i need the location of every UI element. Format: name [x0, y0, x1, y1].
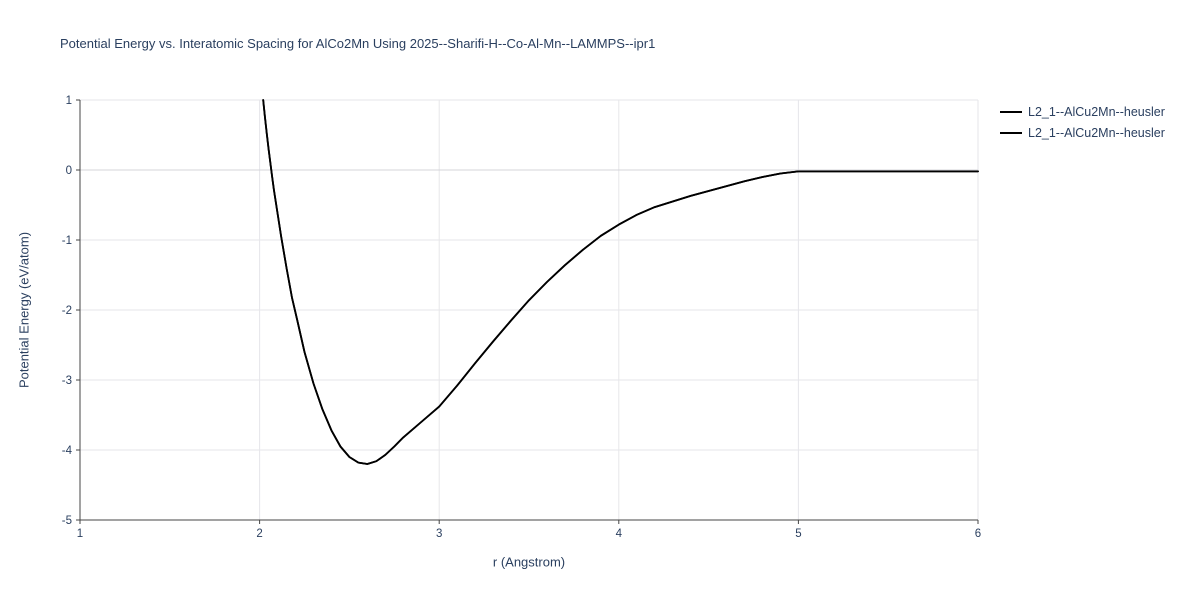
series-line-0 — [262, 99, 979, 465]
x-tick-label: 2 — [256, 528, 262, 540]
legend-line-swatch — [1000, 131, 1022, 134]
series-line-1 — [262, 99, 979, 465]
x-axis-label: r (Angstrom) — [492, 554, 566, 570]
chart-title: Potential Energy vs. Interatomic Spacing… — [60, 36, 656, 51]
y-tick-label: -5 — [62, 515, 72, 527]
y-tick-label: -3 — [62, 375, 72, 387]
legend: L2_1--AlCu2Mn--heusler L2_1--AlCu2Mn--heu… — [1000, 103, 1165, 141]
y-tick-label: -4 — [62, 445, 73, 457]
x-tick-label: 6 — [975, 528, 981, 540]
x-tick-label: 5 — [795, 528, 801, 540]
y-tick-label: 0 — [66, 165, 72, 177]
x-tick-label: 4 — [616, 528, 623, 540]
x-tick-label: 3 — [436, 528, 442, 540]
y-tick-label: -1 — [62, 235, 72, 247]
legend-item[interactable]: L2_1--AlCu2Mn--heusler — [1000, 124, 1165, 141]
y-axis-label: Potential Energy (eV/atom) — [16, 231, 32, 389]
y-tick-label: -2 — [62, 305, 72, 317]
legend-label: L2_1--AlCu2Mn--heusler — [1028, 125, 1165, 140]
legend-line-swatch — [1000, 110, 1022, 113]
x-tick-label: 1 — [77, 528, 83, 540]
legend-item[interactable]: L2_1--AlCu2Mn--heusler — [1000, 103, 1165, 120]
legend-label: L2_1--AlCu2Mn--heusler — [1028, 104, 1165, 119]
y-tick-label: 1 — [66, 95, 72, 107]
